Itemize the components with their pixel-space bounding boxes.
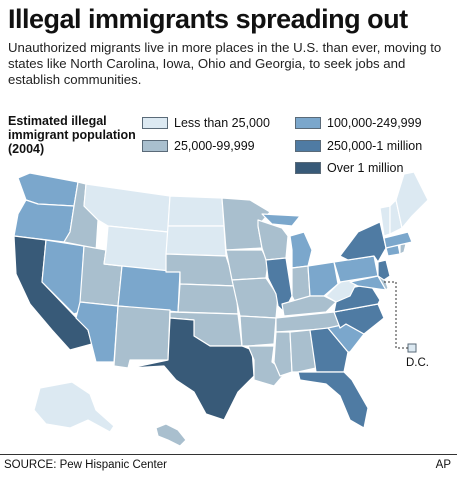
state-kansas: [177, 283, 239, 315]
footer-divider: [0, 454, 457, 455]
state-rhode-island: [399, 243, 407, 255]
state-new-jersey: [377, 259, 391, 281]
state-missouri: [231, 277, 279, 319]
state-mississippi: [273, 331, 293, 377]
state-new-mexico: [113, 305, 171, 369]
state-oregon: [13, 199, 75, 243]
legend-label: 25,000-99,999: [174, 139, 255, 153]
state-florida: [297, 371, 369, 429]
state-michigan: [289, 231, 313, 269]
state-maine: [395, 171, 429, 229]
legend-item-250000-1-million: 250,000-1 million: [295, 139, 422, 153]
legend-item-less-than-25000: Less than 25,000: [142, 116, 270, 130]
state-new-york: [339, 221, 387, 263]
legend-swatch: [295, 162, 321, 174]
agency-credit: AP: [435, 459, 451, 471]
state-louisiana: [247, 345, 287, 387]
source-credit: SOURCE: Pew Hispanic Center: [4, 459, 167, 471]
state-alaska: [33, 381, 115, 433]
legend-swatch: [295, 117, 321, 129]
dc-label: D.C.: [406, 357, 429, 369]
state-south-dakota: [165, 225, 227, 257]
state-michigan-up: [261, 213, 301, 227]
state-arkansas: [239, 315, 277, 347]
legend-item-25000-99999: 25,000-99,999: [142, 139, 255, 153]
legend-label: 100,000-249,999: [327, 116, 422, 130]
subtitle: Unauthorized migrants live in more place…: [8, 40, 442, 87]
legend-swatch: [295, 140, 321, 152]
state-illinois: [265, 257, 293, 313]
legend-title: Estimated illegal immigrant population (…: [8, 114, 136, 156]
page-title: Illegal immigrants spreading out: [8, 4, 408, 34]
state-iowa: [225, 249, 269, 281]
state-georgia: [309, 327, 349, 373]
state-alabama: [289, 329, 317, 373]
legend-item-over-1-million: Over 1 million: [295, 161, 403, 175]
legend-label: Over 1 million: [327, 161, 404, 175]
state-massachusetts: [383, 231, 413, 249]
legend-item-100000-249999: 100,000-249,999: [295, 116, 422, 130]
legend-swatch: [142, 117, 168, 129]
legend-swatch: [142, 140, 168, 152]
legend-label: 250,000-1 million: [327, 139, 423, 153]
state-texas: [129, 317, 255, 421]
legend-label: Less than 25,000: [174, 116, 270, 130]
dc-marker: [384, 281, 417, 353]
state-ohio: [307, 261, 339, 297]
state-north-dakota: [167, 195, 225, 227]
state-hawaii: [155, 423, 187, 447]
state-colorado: [117, 265, 181, 313]
state-wyoming: [103, 225, 169, 273]
state-maryland: [349, 275, 387, 291]
